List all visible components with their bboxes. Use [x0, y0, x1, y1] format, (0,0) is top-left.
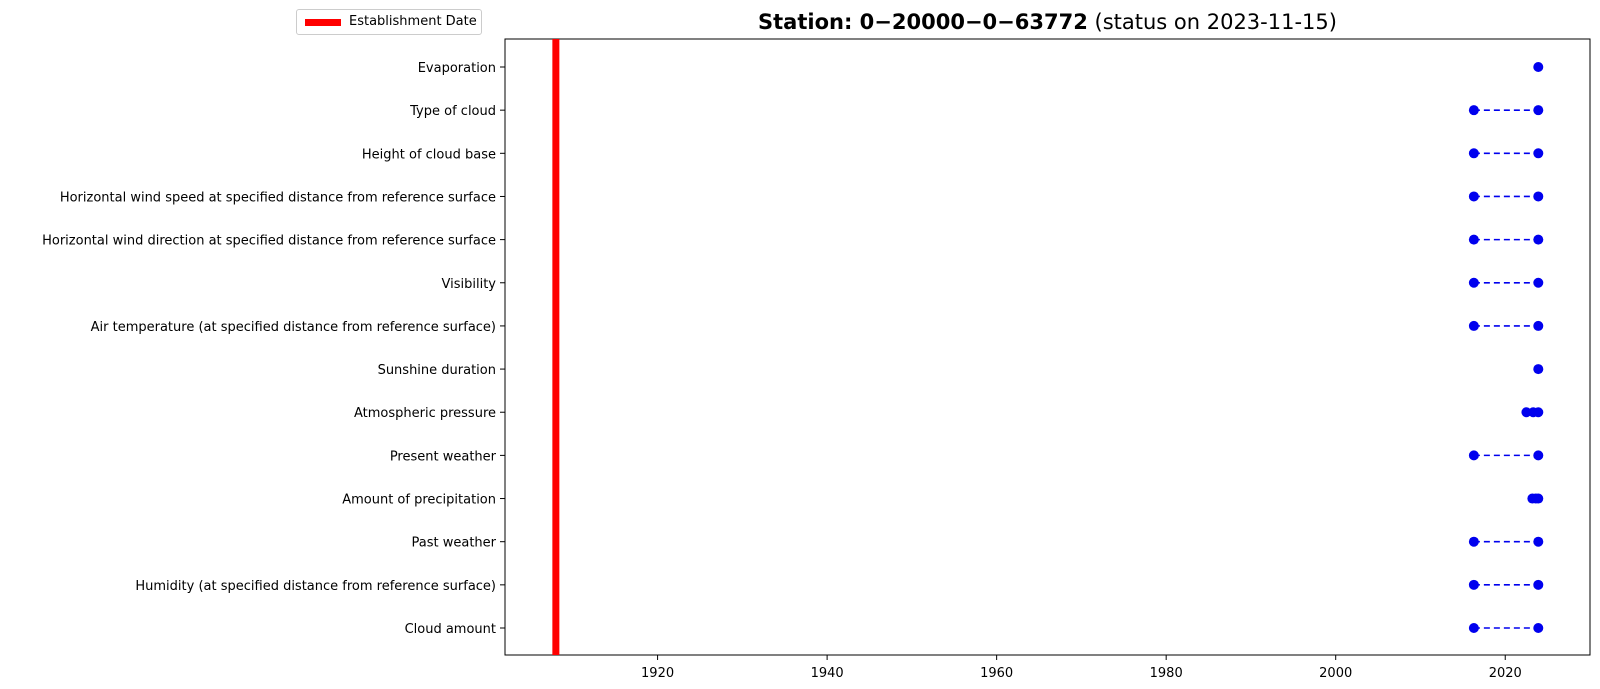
- y-tick-label: Visibility: [442, 277, 497, 292]
- y-tick-label: Horizontal wind direction at specified d…: [42, 234, 496, 249]
- data-point: [1533, 450, 1544, 461]
- x-tick-label: 1940: [811, 666, 844, 681]
- legend: Establishment Date: [296, 9, 482, 35]
- data-point: [1468, 623, 1479, 633]
- legend-label: Establishment Date: [349, 14, 477, 29]
- y-tick-label: Horizontal wind speed at specified dista…: [60, 190, 496, 205]
- chart-title: Station: 0−20000−0−63772 (status on 2023…: [505, 10, 1590, 34]
- data-point: [1468, 277, 1479, 288]
- data-point: [1533, 407, 1544, 418]
- x-tick-label: 1960: [980, 666, 1013, 681]
- data-point: [1533, 148, 1544, 159]
- y-tick-label: Amount of precipitation: [342, 493, 496, 508]
- data-point: [1468, 191, 1479, 202]
- plot-frame: [504, 38, 1591, 656]
- x-tick-label: 2020: [1489, 666, 1522, 681]
- data-point: [1533, 234, 1544, 245]
- chart-title-status: (status on 2023-11-15): [1094, 10, 1337, 34]
- y-tick-label: Height of cloud base: [362, 147, 496, 162]
- y-tick-label: Humidity (at specified distance from ref…: [135, 579, 496, 594]
- data-point: [1468, 105, 1479, 116]
- data-point: [1468, 579, 1479, 590]
- x-tick-label: 1980: [1150, 666, 1183, 681]
- data-point: [1533, 105, 1544, 116]
- data-point: [1533, 277, 1544, 288]
- data-point: [1468, 148, 1479, 159]
- data-point: [1533, 536, 1544, 547]
- y-tick-label: Air temperature (at specified distance f…: [91, 320, 496, 335]
- y-tick-label: Evaporation: [418, 61, 496, 76]
- legend-swatch: [305, 19, 341, 26]
- data-point: [1533, 191, 1544, 202]
- y-tick-label: Sunshine duration: [378, 363, 496, 378]
- data-point: [1468, 320, 1479, 331]
- data-point: [1468, 536, 1479, 547]
- x-tick-label: 2000: [1319, 666, 1352, 681]
- data-point: [1468, 234, 1479, 245]
- data-point: [1468, 450, 1479, 461]
- data-point: [1533, 623, 1544, 633]
- data-point: [1533, 62, 1544, 72]
- data-point: [1533, 493, 1544, 504]
- y-tick-label: Atmospheric pressure: [354, 406, 496, 421]
- y-tick-label: Cloud amount: [405, 622, 496, 637]
- chart-title-station: Station: 0−20000−0−63772: [758, 10, 1088, 34]
- x-tick-label: 1920: [641, 666, 674, 681]
- y-tick-label: Type of cloud: [409, 104, 496, 119]
- y-tick-label: Present weather: [390, 449, 497, 464]
- data-point: [1533, 320, 1544, 331]
- data-point: [1533, 364, 1544, 375]
- data-point: [1533, 579, 1544, 590]
- y-tick-label: Past weather: [412, 536, 497, 551]
